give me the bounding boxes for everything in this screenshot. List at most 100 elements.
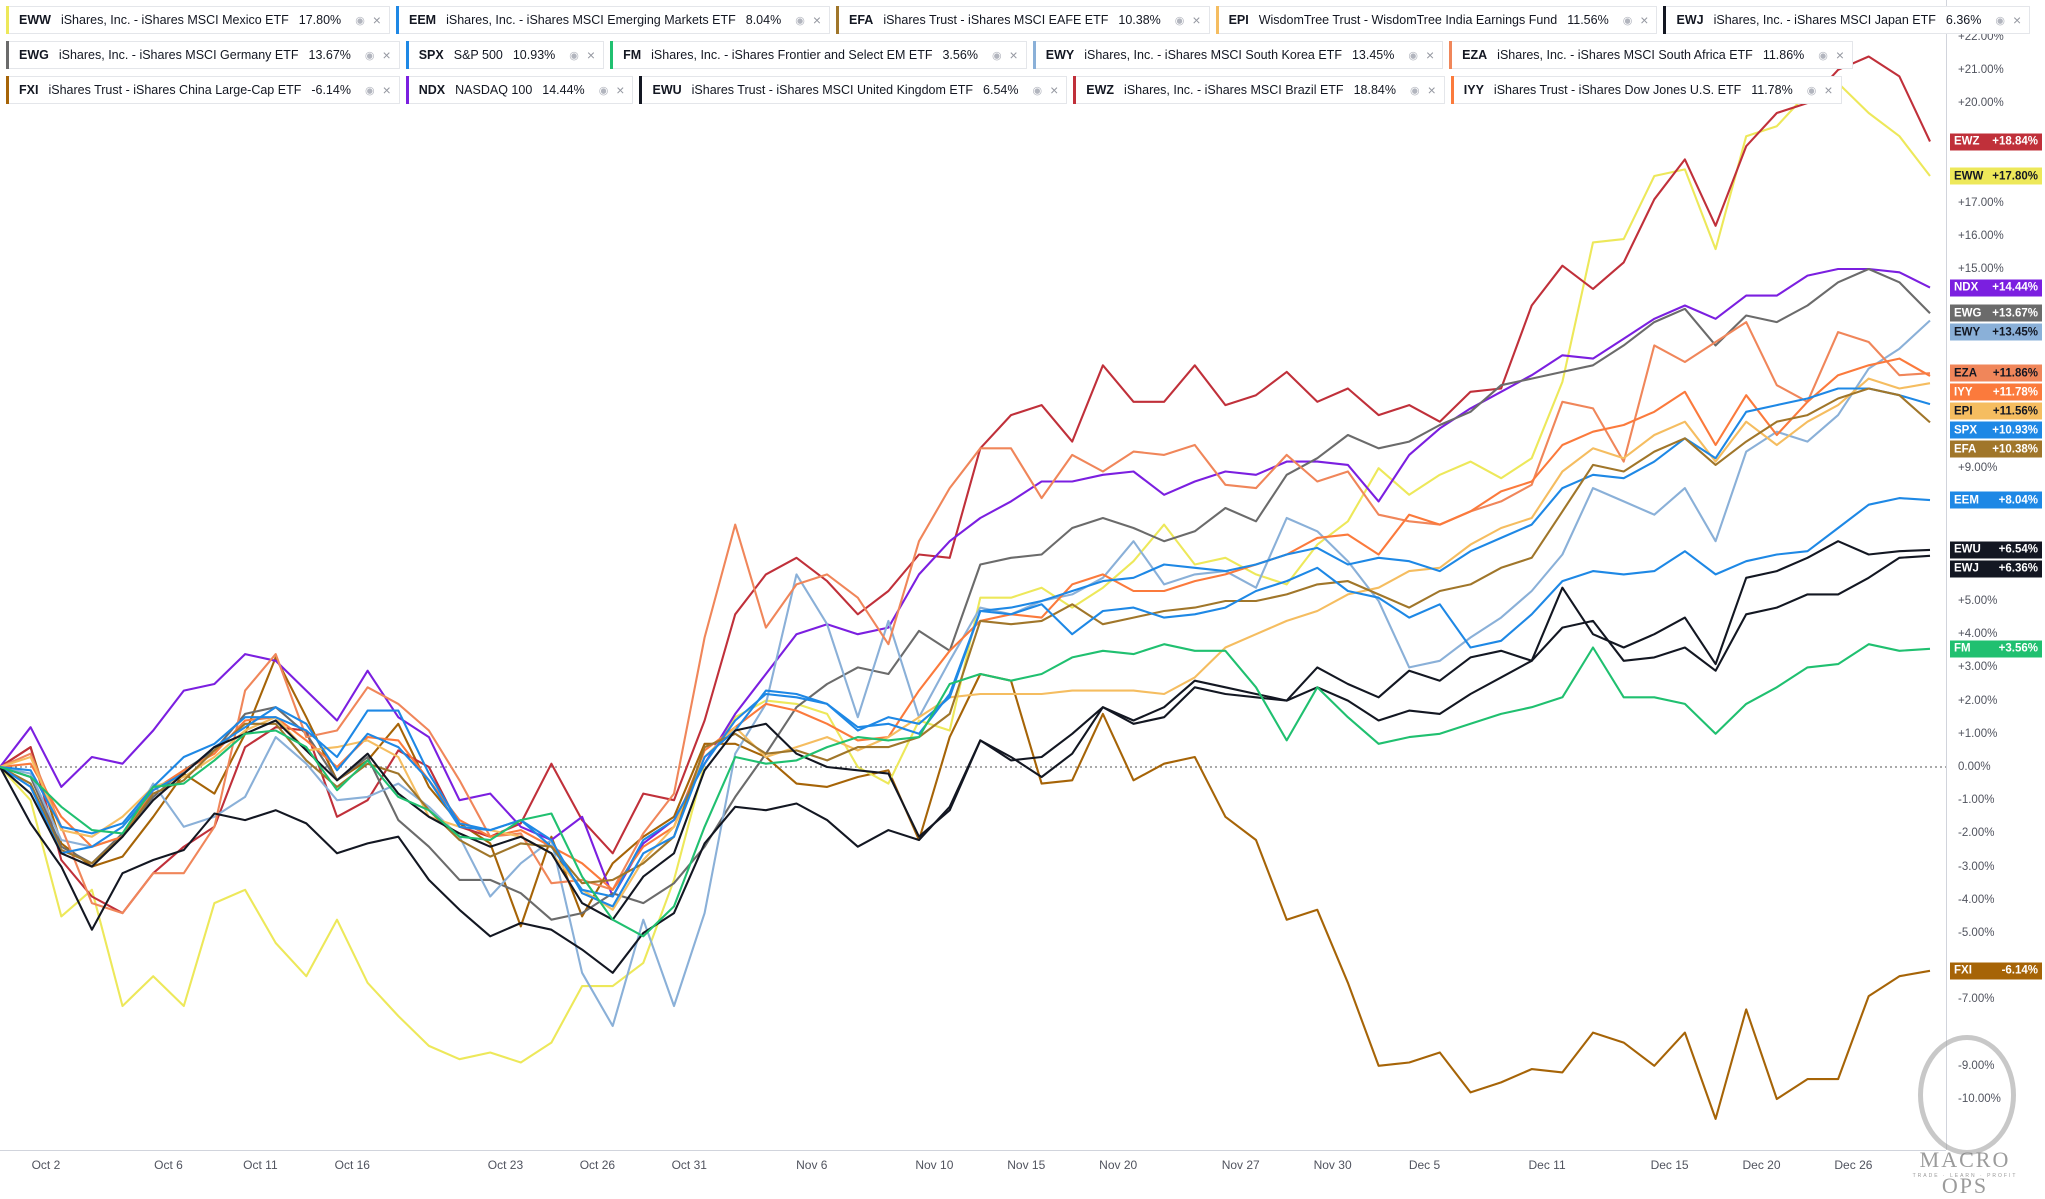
legend-item-ewj[interactable]: EWJ iShares, Inc. - iShares MSCI Japan ET… (1663, 6, 2031, 34)
close-icon[interactable]: × (372, 12, 381, 28)
eye-icon[interactable]: ◉ (364, 84, 375, 97)
close-icon[interactable]: × (812, 12, 821, 28)
legend-symbol: IYY (1463, 83, 1484, 97)
legend-item-fxi[interactable]: FXI iShares Trust - iShares China Large-C… (6, 76, 400, 104)
price-label-value: +6.54% (1998, 543, 2038, 556)
close-icon[interactable]: × (382, 82, 391, 98)
legend-name: iShares, Inc. - iShares MSCI Japan ETF (1713, 13, 1936, 27)
legend-item-iyy[interactable]: IYY iShares Trust - iShares Dow Jones U.S… (1450, 76, 1842, 104)
legend-item-eza[interactable]: EZA iShares, Inc. - iShares MSCI South Af… (1449, 41, 1854, 69)
eye-icon[interactable]: ◉ (1032, 84, 1043, 97)
price-label-iyy: IYY +11.78% (1950, 383, 2042, 401)
eye-icon[interactable]: ◉ (795, 14, 805, 27)
x-tick-label: Dec 15 (1650, 1158, 1689, 1172)
legend-color-swatch (610, 41, 614, 69)
legend-value: 10.38% (1118, 13, 1161, 27)
eye-icon[interactable]: ◉ (1622, 14, 1633, 27)
series-line-spx[interactable] (0, 387, 1931, 898)
legend-color-swatch (6, 76, 9, 104)
watermark-subtext: TRADE · LEARN · PROFIT (1912, 1173, 2018, 1179)
legend-item-spx[interactable]: SPX S&P 500 10.93% ◉ × (405, 41, 605, 69)
legend-item-eem[interactable]: EEM iShares, Inc. - iShares MSCI Emerging… (395, 6, 830, 34)
legend-color-swatch (1449, 41, 1453, 69)
series-line-eza[interactable] (0, 321, 1931, 915)
x-tick-label: Dec 26 (1834, 1158, 1873, 1172)
eye-icon[interactable]: ◉ (991, 49, 1002, 62)
legend-item-ewz[interactable]: EWZ iShares, Inc. - iShares MSCI Brazil E… (1073, 76, 1445, 104)
x-tick-label: Oct 6 (154, 1158, 183, 1172)
legend: EWW iShares, Inc. - iShares MSCI Mexico E… (0, 0, 2031, 110)
close-icon[interactable]: × (1640, 12, 1649, 28)
price-label-symbol: EWZ (1954, 135, 1980, 148)
legend-symbol: EWG (19, 48, 49, 62)
legend-name: iShares, Inc. - iShares MSCI Mexico ETF (60, 13, 289, 27)
eye-icon[interactable]: ◉ (364, 49, 375, 62)
legend-value: 17.80% (298, 13, 342, 27)
y-tick-label: -2.00% (1958, 827, 1995, 840)
y-tick-label: +9.00% (1958, 462, 1998, 475)
eye-icon[interactable]: ◉ (1806, 84, 1817, 97)
series-line-ewz[interactable] (0, 55, 1931, 915)
price-label-value: +10.38% (1992, 443, 2038, 456)
legend-item-ewu[interactable]: EWU iShares Trust - iShares MSCI United K… (639, 76, 1068, 104)
series-line-ewy[interactable] (0, 319, 1931, 1028)
y-tick-label: +4.00% (1958, 628, 1998, 641)
price-label-eem: EEM +8.04% (1950, 491, 2042, 509)
legend-color-swatch (6, 41, 9, 69)
series-line-eem[interactable] (0, 497, 1931, 908)
series-line-efa[interactable] (0, 387, 1931, 885)
y-tick-label: -1.00% (1958, 794, 1995, 807)
close-icon[interactable]: × (1009, 47, 1018, 63)
legend-item-epi[interactable]: EPI WisdomTree Trust - WisdomTree India E… (1215, 6, 1658, 34)
close-icon[interactable]: × (1050, 82, 1059, 98)
y-tick-label: +3.00% (1958, 661, 1998, 674)
close-icon[interactable]: × (1425, 47, 1435, 63)
series-line-iyy[interactable] (0, 357, 1931, 891)
close-icon[interactable]: × (1824, 82, 1833, 98)
close-icon[interactable]: × (2012, 12, 2022, 28)
legend-item-efa[interactable]: EFA iShares Trust - iShares MSCI EAFE ETF… (836, 6, 1210, 34)
close-icon[interactable]: × (1192, 12, 1201, 28)
price-label-ewj: EWJ +6.36% (1950, 560, 2042, 578)
legend-symbol: EWZ (1086, 83, 1115, 97)
legend-symbol: EWW (19, 13, 51, 27)
series-line-epi[interactable] (0, 377, 1931, 911)
watermark-logo: MACRO OPS TRADE · LEARN · PROFIT (1900, 1035, 2030, 1198)
series-line-fm[interactable] (0, 643, 1931, 938)
close-icon[interactable]: × (382, 47, 391, 63)
series-line-ewj[interactable] (0, 554, 1931, 974)
legend-name: iShares Trust - iShares Dow Jones U.S. E… (1493, 83, 1742, 97)
close-icon[interactable]: × (586, 47, 596, 63)
series-line-ewu[interactable] (0, 540, 1931, 921)
eye-icon[interactable]: ◉ (598, 84, 609, 97)
legend-value: 18.84% (1353, 83, 1396, 97)
time-axis-border (0, 1150, 1946, 1151)
price-label-symbol: FXI (1954, 964, 1972, 977)
eye-icon[interactable]: ◉ (1409, 84, 1420, 97)
price-label-symbol: EWG (1954, 307, 1982, 320)
series-line-ndx[interactable] (0, 267, 1931, 898)
eye-icon[interactable]: ◉ (569, 49, 579, 62)
eye-icon[interactable]: ◉ (1995, 14, 2005, 27)
eye-icon[interactable]: ◉ (1408, 49, 1418, 62)
close-icon[interactable]: × (1427, 82, 1436, 98)
legend-item-fm[interactable]: FM iShares, Inc. - iShares Frontier and S… (610, 41, 1027, 69)
legend-value: 11.78% (1751, 83, 1793, 97)
price-label-symbol: EPI (1954, 405, 1973, 418)
legend-item-ewy[interactable]: EWY iShares, Inc. - iShares MSCI South Ko… (1032, 41, 1444, 69)
x-tick-label: Nov 10 (915, 1158, 954, 1172)
series-line-ewg[interactable] (0, 267, 1931, 921)
legend-item-ndx[interactable]: NDX NASDAQ 100 14.44% ◉ × (405, 76, 634, 104)
eye-icon[interactable]: ◉ (1818, 49, 1828, 62)
close-icon[interactable]: × (616, 82, 625, 98)
legend-item-ewg[interactable]: EWG iShares, Inc. - iShares MSCI Germany … (6, 41, 400, 69)
legend-name: iShares Trust - iShares China Large-Cap … (48, 83, 302, 97)
eye-icon[interactable]: ◉ (355, 14, 365, 27)
price-label-value: -6.14% (2001, 964, 2038, 977)
eye-icon[interactable]: ◉ (1174, 14, 1185, 27)
price-label-eza: EZA +11.86% (1950, 364, 2042, 382)
price-label-value: +18.84% (1992, 135, 2038, 148)
close-icon[interactable]: × (1835, 47, 1845, 63)
legend-item-eww[interactable]: EWW iShares, Inc. - iShares MSCI Mexico E… (6, 6, 390, 34)
x-tick-label: Dec 20 (1742, 1158, 1781, 1172)
